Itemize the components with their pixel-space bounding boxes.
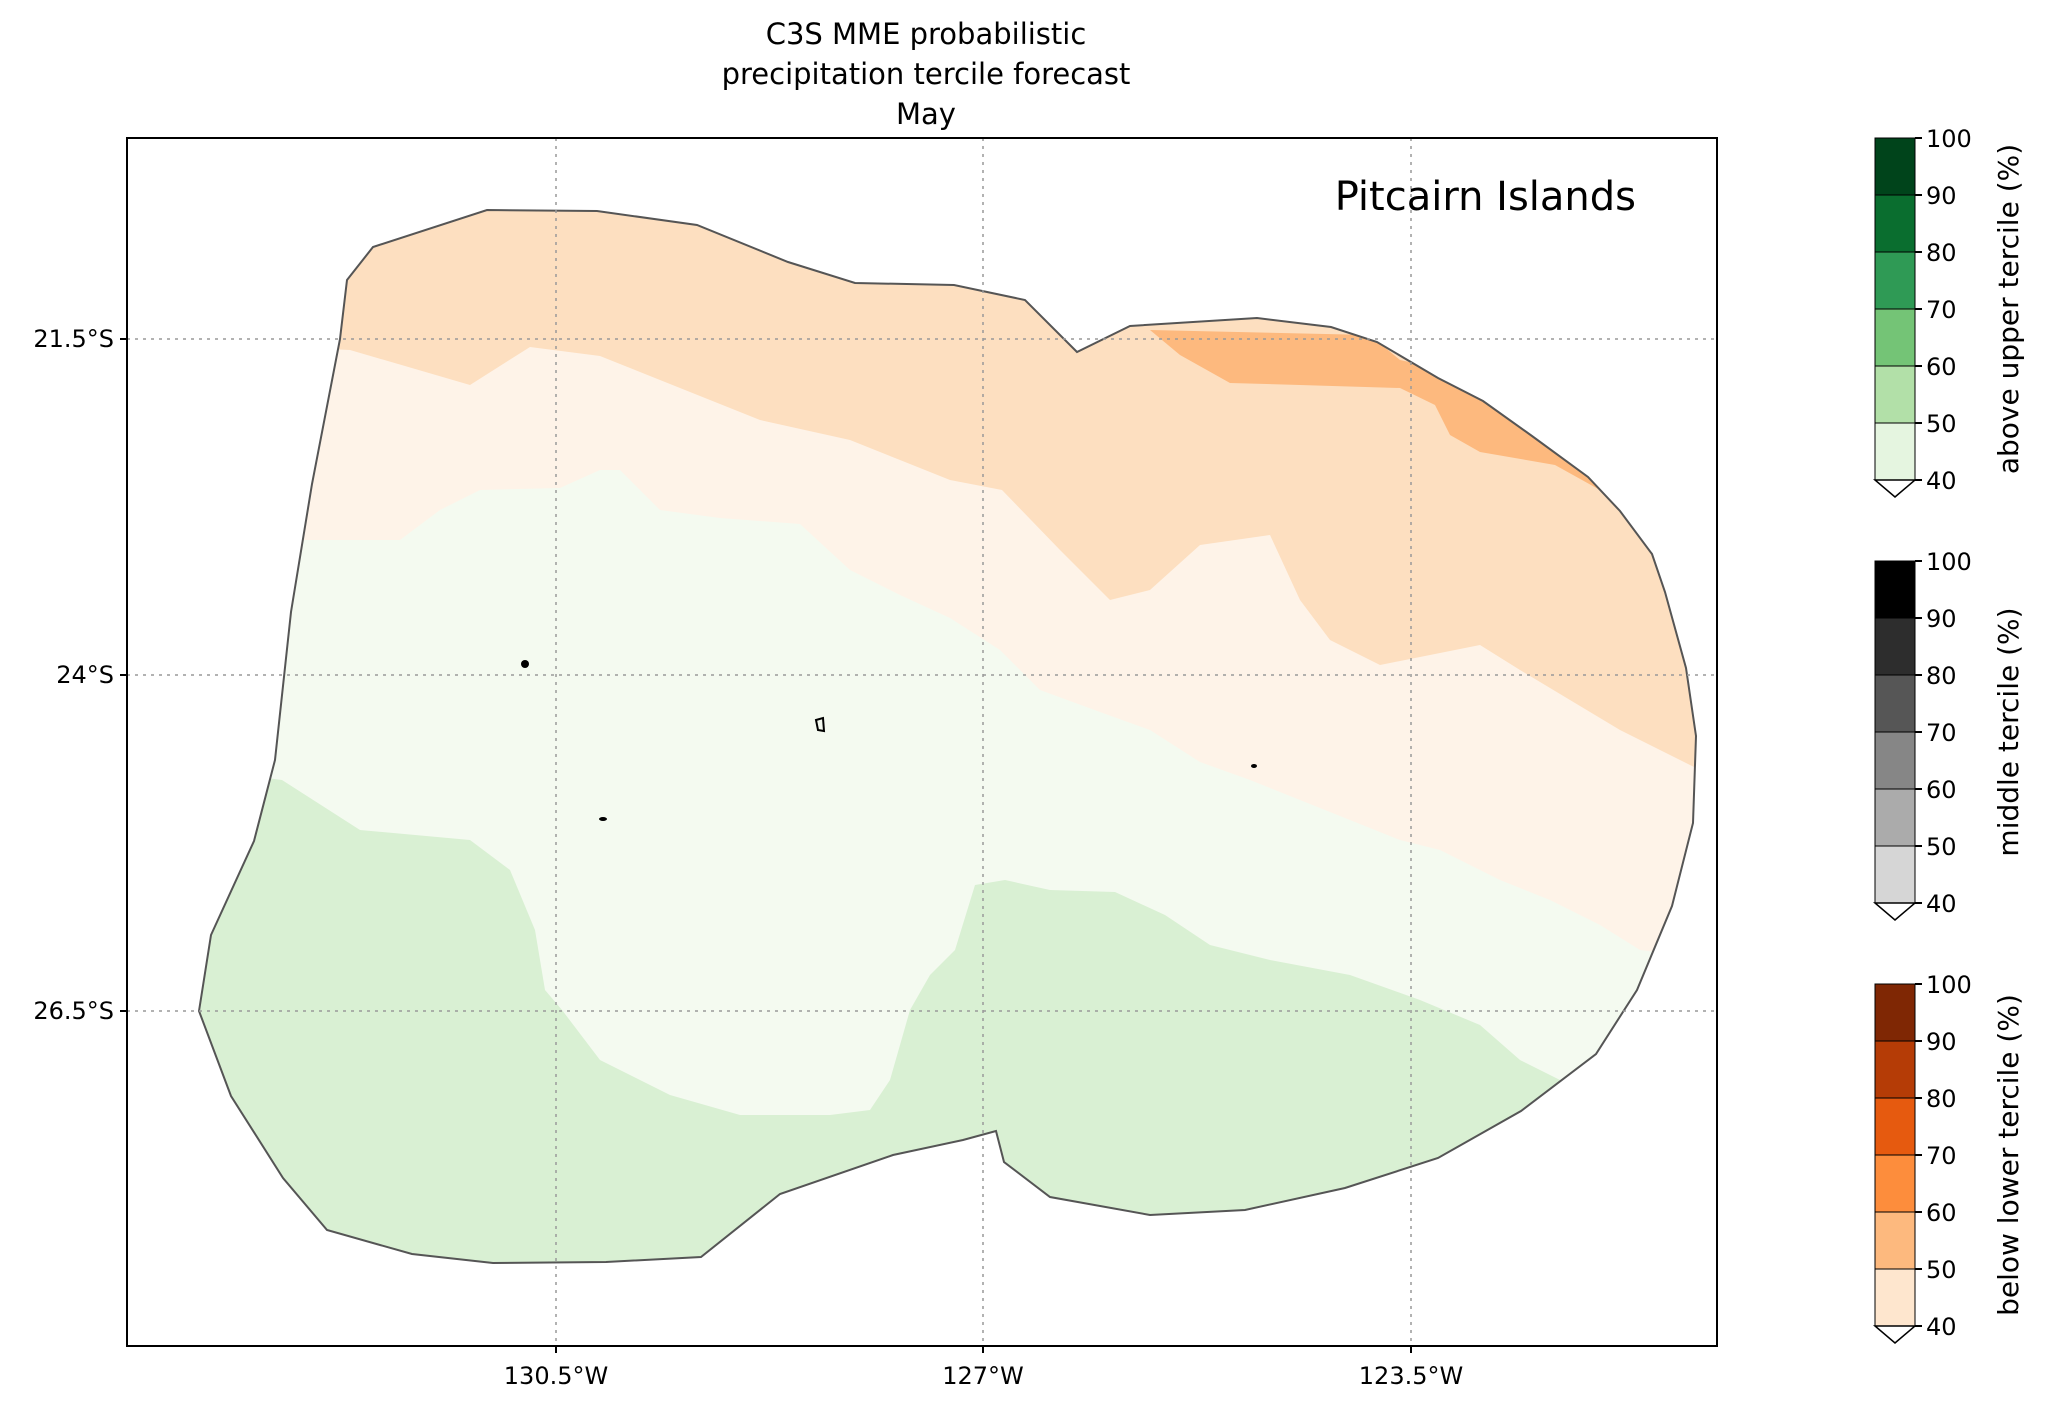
colorbar-segment xyxy=(1874,365,1916,424)
colorbar-tick-label: 60 xyxy=(1926,1199,1957,1227)
lat-tick-label: 24°S xyxy=(56,661,114,689)
colorbar-tick-label: 90 xyxy=(1926,605,1957,633)
colorbar-tick-label: 100 xyxy=(1926,125,1972,153)
colorbar-tick-label: 90 xyxy=(1926,182,1957,210)
colorbar-extension-triangle xyxy=(1872,1325,1918,1344)
colorbar-tick-label: 50 xyxy=(1926,1256,1957,1284)
colorbar-segment xyxy=(1874,788,1916,847)
colorbar-segment xyxy=(1874,731,1916,790)
colorbar-extension-triangle xyxy=(1872,479,1918,498)
colorbar-tick-label: 100 xyxy=(1926,548,1972,576)
island-ducie-icon xyxy=(521,660,529,668)
colorbar-tick-label: 60 xyxy=(1926,776,1957,804)
title-line-2: precipitation tercile forecast xyxy=(721,57,1131,91)
colorbar-tick-label: 70 xyxy=(1926,1142,1957,1170)
colorbar-segment xyxy=(1874,845,1916,904)
colorbar-label: above upper tercile (%) xyxy=(1992,144,2025,474)
islands xyxy=(521,660,1257,821)
colorbar-tick-label: 80 xyxy=(1926,239,1957,267)
region-label: Pitcairn Islands xyxy=(1335,174,1636,220)
colorbar-extension-triangle xyxy=(1872,902,1918,921)
lat-ticks: 21.5°S 24°S 26.5°S xyxy=(33,325,127,1025)
colorbar-segment xyxy=(1874,1268,1916,1327)
colorbar-tick-label: 40 xyxy=(1926,890,1957,918)
colorbar-segment xyxy=(1874,1154,1916,1213)
title-line-1: C3S MME probabilistic xyxy=(765,17,1087,51)
colorbar-tick-label: 70 xyxy=(1926,296,1957,324)
island-henderson-icon xyxy=(599,817,607,821)
colorbar-tick-label: 50 xyxy=(1926,410,1957,438)
colorbar-tick-label: 90 xyxy=(1926,1028,1957,1056)
region-outline xyxy=(197,208,1698,1265)
colorbar-segment xyxy=(1874,1097,1916,1156)
lon-tick-label: 127°W xyxy=(942,1362,1024,1390)
colorbar-label: middle tercile (%) xyxy=(1992,607,2025,856)
colorbar-segment xyxy=(1874,194,1916,253)
figure-title: C3S MME probabilistic precipitation terc… xyxy=(127,14,1725,134)
colorbar-tick-label: 80 xyxy=(1926,1085,1957,1113)
map-frame-border xyxy=(126,137,1718,1347)
colorbar-segment xyxy=(1874,1040,1916,1099)
lat-tick-label: 21.5°S xyxy=(33,325,114,353)
colorbar-segment xyxy=(1874,983,1916,1042)
lon-tick-label: 123.5°W xyxy=(1359,1362,1463,1390)
colorbar-segment xyxy=(1874,308,1916,367)
colorbar-segment xyxy=(1874,674,1916,733)
colorbar-segment xyxy=(1874,251,1916,310)
colorbar-segment xyxy=(1874,1211,1916,1270)
forecast-regions xyxy=(199,210,1696,1263)
colorbar-tick-label: 40 xyxy=(1926,1313,1957,1341)
colorbar-tick-label: 80 xyxy=(1926,662,1957,690)
colorbar-tick-label: 60 xyxy=(1926,353,1957,381)
colorbar-2: 100 90 80 70 60 50 40 middle tercile (%) xyxy=(1872,548,2025,921)
island-pitcairn-icon xyxy=(814,716,826,733)
island-oeno-icon xyxy=(1251,764,1257,768)
colorbar-tick-label: 100 xyxy=(1926,971,1972,999)
colorbar-3: 100 90 80 70 60 50 40 below lower tercile (%) xyxy=(1872,971,2025,1344)
lat-tick-label: 26.5°S xyxy=(33,997,114,1025)
colorbar-1: 100 90 80 70 60 50 40 above upper tercile (%) xyxy=(1872,125,2025,498)
colorbar-segment xyxy=(1874,560,1916,619)
colorbar-segment xyxy=(1874,137,1916,196)
colorbar-segment xyxy=(1874,422,1916,481)
colorbar-tick-label: 70 xyxy=(1926,719,1957,747)
lon-tick-label: 130.5°W xyxy=(504,1362,608,1390)
title-line-3: May xyxy=(896,97,956,131)
colorbar-segment xyxy=(1874,617,1916,676)
colorbar-label: below lower tercile (%) xyxy=(1992,994,2025,1316)
region-below-50-60 xyxy=(1150,330,1600,490)
lon-ticks: 130.5°W 127°W 123.5°W xyxy=(504,1346,1463,1390)
colorbar-tick-label: 40 xyxy=(1926,467,1957,495)
colorbar-tick-label: 50 xyxy=(1926,833,1957,861)
gridlines xyxy=(127,138,1717,1346)
